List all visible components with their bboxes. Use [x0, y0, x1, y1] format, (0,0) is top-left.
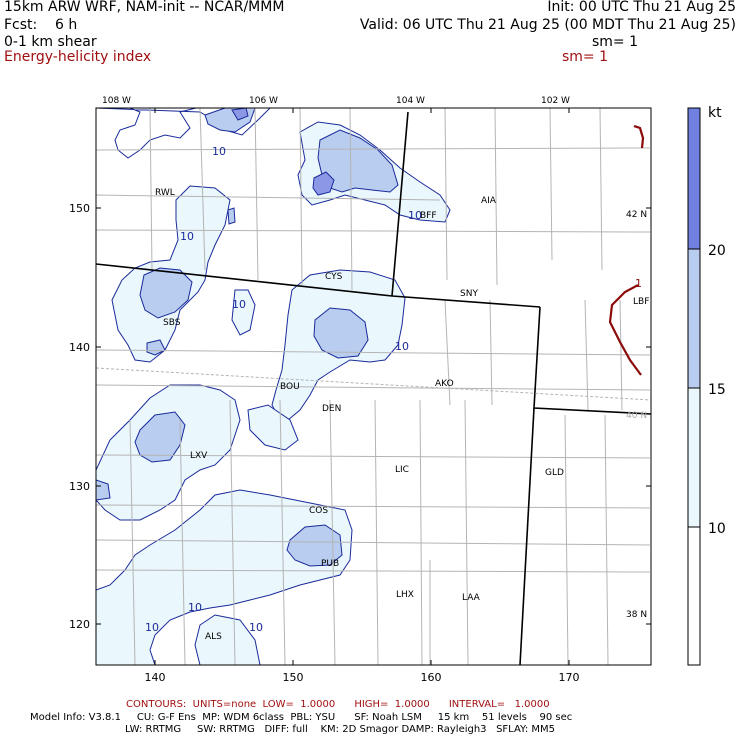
lon-label-106: 106 W: [249, 96, 278, 106]
contour-label: 10: [249, 621, 263, 634]
colorbar-label: 20: [708, 243, 726, 259]
station-pub: PUB: [321, 559, 339, 569]
station-cys: CYS: [325, 272, 343, 282]
lon-label-108: 108 W: [102, 96, 131, 106]
lat-label-40: 40 N: [626, 411, 647, 421]
station-rwl: RWL: [155, 188, 175, 198]
x-tick-label: 160: [421, 671, 442, 684]
contour-label: 10: [408, 209, 422, 222]
field-title-ehi: Energy-helicity index: [4, 49, 152, 65]
contour-label: 10: [232, 298, 246, 311]
lat-label-38: 38 N: [626, 610, 647, 620]
station-lxv: LXV: [190, 451, 208, 461]
x-tick-label: 150: [283, 671, 304, 684]
lat-labels: 42 N 40 N 38 N: [626, 210, 647, 620]
x-tick-labels: 140 150 160 170: [145, 671, 580, 684]
station-den: DEN: [322, 404, 341, 414]
shear-fill-20: [231, 108, 335, 196]
contour-label: 10: [212, 145, 226, 158]
field-title-shear: 0-1 km shear: [4, 34, 97, 50]
lon-label-104: 104 W: [396, 96, 425, 106]
contour-label: 10: [395, 340, 409, 353]
y-tick-label: 130: [69, 480, 90, 493]
colorbar-label: 15: [708, 382, 726, 398]
lon-labels: 108 W 106 W 104 W 102 W: [102, 96, 570, 106]
forecast-hour: Fcst: 6 h: [4, 17, 78, 33]
shear-fill-15: [96, 108, 399, 567]
valid-time: Valid: 06 UTC Thu 21 Aug 25 (00 MDT Thu …: [359, 17, 736, 33]
init-time: Init: 00 UTC Thu 21 Aug 25: [547, 0, 736, 15]
x-ticks: [154, 108, 570, 665]
model-title: 15km ARW WRF, NAM-init -- NCAR/MMM: [4, 0, 285, 15]
y-ticks: [96, 207, 651, 625]
model-info-line1: Model Info: V3.8.1 CU: G-F Ens MP: WDM 6…: [30, 712, 573, 723]
contours-info: CONTOURS: UNITS=none LOW= 1.0000 HIGH= 1…: [126, 699, 550, 710]
colorbar-unit: kt: [708, 105, 722, 121]
contour-label: 10: [180, 230, 194, 243]
station-lbf: LBF: [633, 297, 649, 307]
colorbar-segment-20: [688, 108, 700, 249]
lon-label-102: 102 W: [541, 96, 570, 106]
contour-labels: 10 10 10 10 10 10 10 10 1: [145, 145, 642, 634]
station-cos: COS: [309, 506, 328, 516]
station-aia: AIA: [481, 196, 497, 206]
ehi-contours: [608, 124, 645, 376]
ehi-contour-east: [608, 284, 642, 376]
contour-label: 10: [145, 621, 159, 634]
y-tick-label: 150: [69, 202, 90, 215]
station-lic: LIC: [395, 465, 409, 475]
station-laa: LAA: [462, 593, 481, 603]
map-content: 10 10 10 10 10 10 10 10 1 RWL BFF AIA CY…: [96, 108, 651, 665]
state-borders: [96, 111, 651, 665]
smoothing-ehi: sm= 1: [562, 49, 609, 65]
plot-frame: [95, 107, 652, 666]
station-bff: BFF: [420, 211, 437, 221]
y-tick-label: 120: [69, 618, 90, 631]
station-sbs: SBS: [163, 318, 181, 328]
station-bou: BOU: [280, 382, 300, 392]
colorbar-segment-10: [688, 388, 700, 527]
station-gld: GLD: [545, 468, 564, 478]
station-ako: AKO: [435, 379, 454, 389]
contour-label: 10: [188, 601, 202, 614]
colorbar-segment-15: [688, 249, 700, 388]
station-sny: SNY: [460, 289, 478, 299]
x-tick-label: 170: [559, 671, 580, 684]
colorbar-segment-0: [688, 527, 700, 665]
y-tick-labels: 150 140 130 120: [69, 202, 90, 631]
ehi-contour-north: [633, 124, 645, 149]
station-als: ALS: [205, 632, 222, 642]
y-tick-label: 140: [69, 341, 90, 354]
lat-label-42: 42 N: [626, 210, 647, 220]
stations: RWL BFF AIA CYS SNY SBS LBF BOU AKO DEN …: [155, 188, 649, 642]
x-tick-label: 140: [145, 671, 166, 684]
colorbar: kt 20 15 10: [687, 105, 726, 666]
wy-ne-border: [391, 111, 409, 297]
latitude-40-line: [96, 367, 651, 401]
ehi-contour-label: 1: [635, 277, 642, 290]
station-lhx: LHX: [396, 590, 414, 600]
smoothing-shear: sm= 1: [592, 34, 639, 50]
colorbar-label: 10: [708, 521, 726, 537]
county-borders: [96, 108, 651, 665]
co-ks-border: [519, 407, 535, 665]
model-info-line2: LW: RRTMG SW: RRTMG DIFF: full KM: 2D Sm…: [125, 724, 555, 735]
